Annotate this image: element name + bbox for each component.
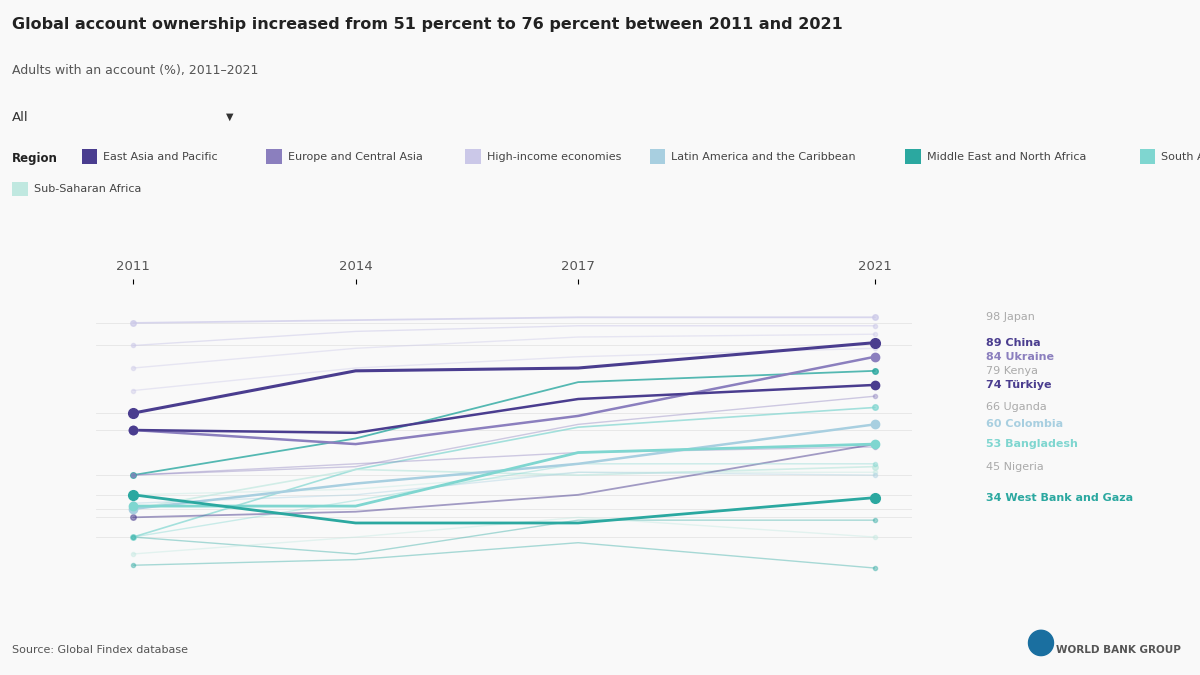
Point bbox=[124, 425, 143, 435]
Point bbox=[124, 504, 143, 514]
Point bbox=[124, 470, 143, 481]
Text: 53 Bangladesh: 53 Bangladesh bbox=[986, 439, 1078, 449]
Text: 84 Ukraine: 84 Ukraine bbox=[986, 352, 1054, 362]
Point bbox=[865, 492, 884, 503]
Point bbox=[865, 470, 884, 481]
Text: Global account ownership increased from 51 percent to 76 percent between 2011 an: Global account ownership increased from … bbox=[12, 17, 842, 32]
Text: WORLD BANK GROUP: WORLD BANK GROUP bbox=[1056, 645, 1181, 655]
Point bbox=[865, 419, 884, 430]
Point bbox=[865, 379, 884, 390]
Point bbox=[865, 312, 884, 323]
Point bbox=[124, 512, 143, 522]
Point bbox=[865, 461, 884, 472]
Text: 66 Uganda: 66 Uganda bbox=[986, 402, 1046, 412]
Point bbox=[865, 329, 884, 340]
Point bbox=[865, 343, 884, 354]
Text: Latin America and the Caribbean: Latin America and the Caribbean bbox=[672, 152, 856, 162]
Text: 98 Japan: 98 Japan bbox=[986, 313, 1036, 322]
Point bbox=[124, 532, 143, 543]
Text: High-income economies: High-income economies bbox=[487, 152, 622, 162]
Point bbox=[865, 391, 884, 402]
Point bbox=[124, 385, 143, 396]
Text: 79 Kenya: 79 Kenya bbox=[986, 366, 1038, 376]
Text: Adults with an account (%), 2011–2021: Adults with an account (%), 2011–2021 bbox=[12, 64, 258, 77]
Text: Region: Region bbox=[12, 152, 58, 165]
Point bbox=[124, 408, 143, 418]
Text: 60 Colombia: 60 Colombia bbox=[986, 419, 1063, 429]
Point bbox=[865, 321, 884, 331]
Point bbox=[124, 549, 143, 560]
Text: 74 Türkiye: 74 Türkiye bbox=[986, 380, 1051, 390]
Point bbox=[124, 504, 143, 514]
Point bbox=[124, 317, 143, 328]
Text: South Asia: South Asia bbox=[1162, 152, 1200, 162]
Text: Source: Global Findex database: Source: Global Findex database bbox=[12, 645, 188, 655]
Text: Middle East and North Africa: Middle East and North Africa bbox=[926, 152, 1086, 162]
Point bbox=[124, 470, 143, 481]
Point bbox=[865, 439, 884, 450]
Text: All: All bbox=[12, 111, 29, 124]
Point bbox=[865, 563, 884, 574]
Point bbox=[124, 560, 143, 570]
Point bbox=[124, 489, 143, 500]
Point bbox=[865, 402, 884, 413]
Point bbox=[865, 439, 884, 450]
Point bbox=[124, 532, 143, 543]
Point bbox=[865, 352, 884, 362]
Point bbox=[865, 365, 884, 376]
Text: 89 China: 89 China bbox=[986, 338, 1040, 348]
Point bbox=[865, 467, 884, 478]
Text: Europe and Central Asia: Europe and Central Asia bbox=[288, 152, 422, 162]
Text: East Asia and Pacific: East Asia and Pacific bbox=[103, 152, 218, 162]
Text: 34 West Bank and Gaza: 34 West Bank and Gaza bbox=[986, 493, 1133, 503]
Text: ▼: ▼ bbox=[226, 111, 233, 121]
Point bbox=[865, 338, 884, 348]
Point bbox=[865, 458, 884, 469]
Point bbox=[865, 441, 884, 452]
Polygon shape bbox=[1028, 630, 1054, 655]
Text: Sub-Saharan Africa: Sub-Saharan Africa bbox=[34, 184, 140, 194]
Point bbox=[124, 425, 143, 435]
Point bbox=[865, 515, 884, 526]
Point bbox=[124, 340, 143, 351]
Point bbox=[124, 498, 143, 509]
Point bbox=[124, 532, 143, 543]
Point bbox=[124, 489, 143, 500]
Point bbox=[124, 470, 143, 481]
Point bbox=[865, 532, 884, 543]
Point bbox=[124, 501, 143, 512]
Point bbox=[124, 362, 143, 373]
Text: 45 Nigeria: 45 Nigeria bbox=[986, 462, 1044, 472]
